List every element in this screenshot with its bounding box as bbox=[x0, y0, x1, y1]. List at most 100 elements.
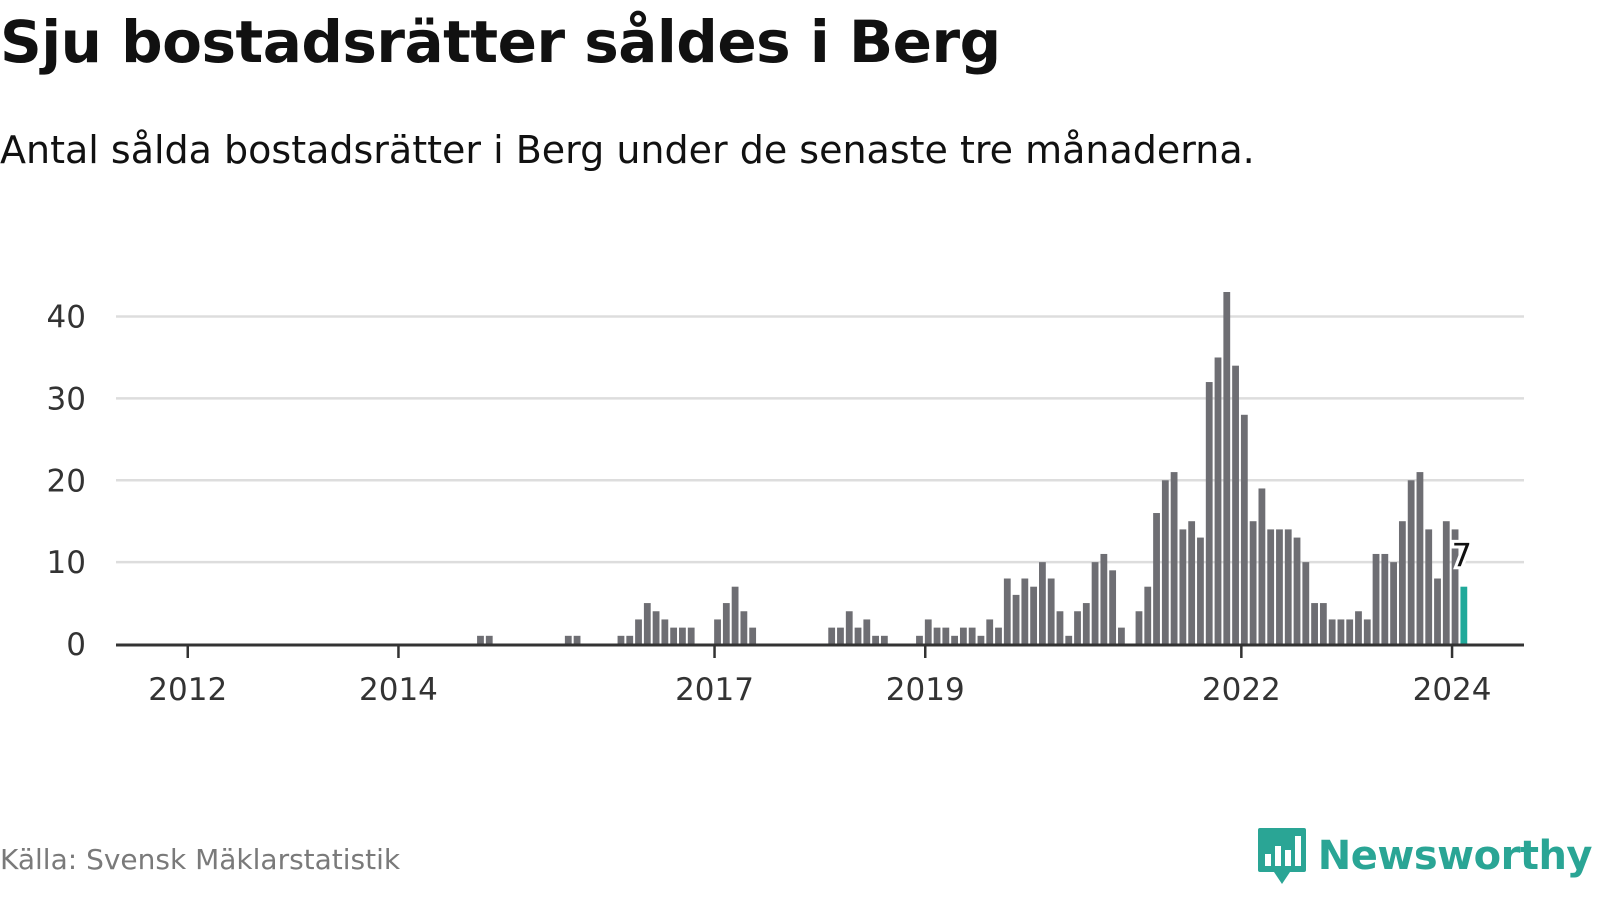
bar bbox=[687, 627, 695, 644]
bar bbox=[1065, 635, 1073, 644]
bar bbox=[1161, 480, 1169, 644]
bar bbox=[1197, 537, 1204, 644]
bar bbox=[1337, 619, 1345, 644]
bar bbox=[1390, 562, 1397, 644]
bar bbox=[1030, 586, 1038, 644]
y-tick-label-20: 20 bbox=[47, 463, 86, 499]
bar bbox=[740, 611, 748, 644]
bar bbox=[564, 635, 572, 644]
bar bbox=[845, 611, 853, 644]
bar bbox=[1240, 414, 1248, 644]
bar bbox=[942, 627, 950, 644]
bar bbox=[995, 627, 1002, 644]
bar bbox=[1267, 529, 1275, 644]
bar bbox=[1372, 553, 1380, 644]
bar bbox=[872, 635, 879, 644]
y-tick-label-0: 0 bbox=[66, 627, 86, 663]
bar bbox=[1082, 603, 1090, 644]
bar bbox=[1179, 529, 1187, 644]
bar bbox=[880, 635, 888, 644]
chart-title: Sju bostadsrätter såldes i Berg bbox=[0, 8, 1001, 76]
bar bbox=[1425, 529, 1433, 644]
bar bbox=[731, 586, 739, 644]
bar bbox=[1091, 562, 1099, 644]
bar bbox=[837, 627, 844, 644]
bar bbox=[1284, 529, 1292, 644]
bar bbox=[1442, 521, 1450, 644]
y-tick-label-40: 40 bbox=[47, 300, 86, 336]
bar bbox=[1319, 603, 1327, 644]
bar bbox=[626, 635, 634, 644]
bar bbox=[1153, 513, 1160, 644]
bar bbox=[1205, 382, 1213, 644]
bar bbox=[863, 619, 871, 644]
bar bbox=[1302, 562, 1310, 644]
bar bbox=[828, 627, 836, 644]
bar bbox=[977, 635, 985, 644]
bar-highlight bbox=[1460, 586, 1468, 644]
x-tick-label-2024: 2024 bbox=[1413, 672, 1492, 708]
gridlines bbox=[116, 315, 1524, 564]
highlight-value-label: 7 bbox=[1452, 537, 1472, 575]
bar bbox=[968, 627, 976, 644]
bar bbox=[1003, 578, 1011, 644]
newsworthy-logo-icon bbox=[1257, 828, 1306, 884]
bar bbox=[1100, 553, 1108, 644]
x-tick-label-2014: 2014 bbox=[359, 672, 438, 708]
bar bbox=[951, 635, 958, 644]
y-tick-label-10: 10 bbox=[47, 545, 86, 581]
bar bbox=[652, 611, 660, 644]
bar bbox=[1381, 553, 1389, 644]
bar bbox=[1074, 611, 1081, 644]
bar bbox=[1232, 365, 1239, 644]
bar bbox=[1293, 537, 1301, 644]
bar bbox=[1407, 480, 1415, 644]
bar bbox=[1214, 357, 1222, 644]
bar bbox=[485, 635, 493, 644]
x-tick-label-2022: 2022 bbox=[1202, 672, 1281, 708]
bar bbox=[1276, 529, 1283, 644]
bar bbox=[1021, 578, 1029, 644]
brand-logo[interactable]: Newsworthy bbox=[1256, 826, 1593, 886]
bar bbox=[661, 619, 669, 644]
x-axis-ticks: 2012 2014 2017 2019 2022 2024 bbox=[148, 646, 1492, 708]
bar bbox=[916, 635, 923, 644]
bar bbox=[1170, 472, 1178, 644]
bar bbox=[1258, 488, 1266, 644]
bar bbox=[1118, 627, 1125, 644]
bar bbox=[1039, 562, 1046, 644]
bar bbox=[854, 627, 862, 644]
brand-name: Newsworthy bbox=[1317, 833, 1593, 879]
bar bbox=[1311, 603, 1318, 644]
bar bbox=[1328, 619, 1336, 644]
bar bbox=[679, 627, 686, 644]
bar bbox=[643, 603, 651, 644]
bar bbox=[1223, 292, 1231, 644]
bar bbox=[1355, 611, 1362, 644]
bar bbox=[924, 619, 932, 644]
bar bbox=[1451, 529, 1459, 644]
bar bbox=[1416, 472, 1424, 644]
bar bbox=[722, 603, 730, 644]
bar bbox=[1434, 578, 1441, 644]
x-tick-label-2019: 2019 bbox=[886, 672, 965, 708]
source-note: Källa: Svensk Mäklarstatistik bbox=[0, 843, 401, 876]
bar bbox=[635, 619, 642, 644]
bar bbox=[1363, 619, 1371, 644]
x-tick-label-2017: 2017 bbox=[675, 672, 754, 708]
bar bbox=[1398, 521, 1406, 644]
bar bbox=[1144, 586, 1152, 644]
bar bbox=[573, 635, 581, 644]
bar bbox=[1188, 521, 1196, 644]
bar bbox=[1346, 619, 1354, 644]
chart-subtitle: Antal sålda bostadsrätter i Berg under d… bbox=[0, 128, 1255, 172]
y-axis-labels: 0 10 20 30 40 bbox=[47, 300, 86, 663]
bar bbox=[1047, 578, 1055, 644]
data-labels: 7 bbox=[1449, 534, 1475, 578]
bar bbox=[1135, 611, 1143, 644]
y-tick-label-30: 30 bbox=[47, 381, 86, 417]
x-tick-label-2012: 2012 bbox=[148, 672, 227, 708]
bar bbox=[1249, 521, 1257, 644]
bar bbox=[1056, 611, 1064, 644]
